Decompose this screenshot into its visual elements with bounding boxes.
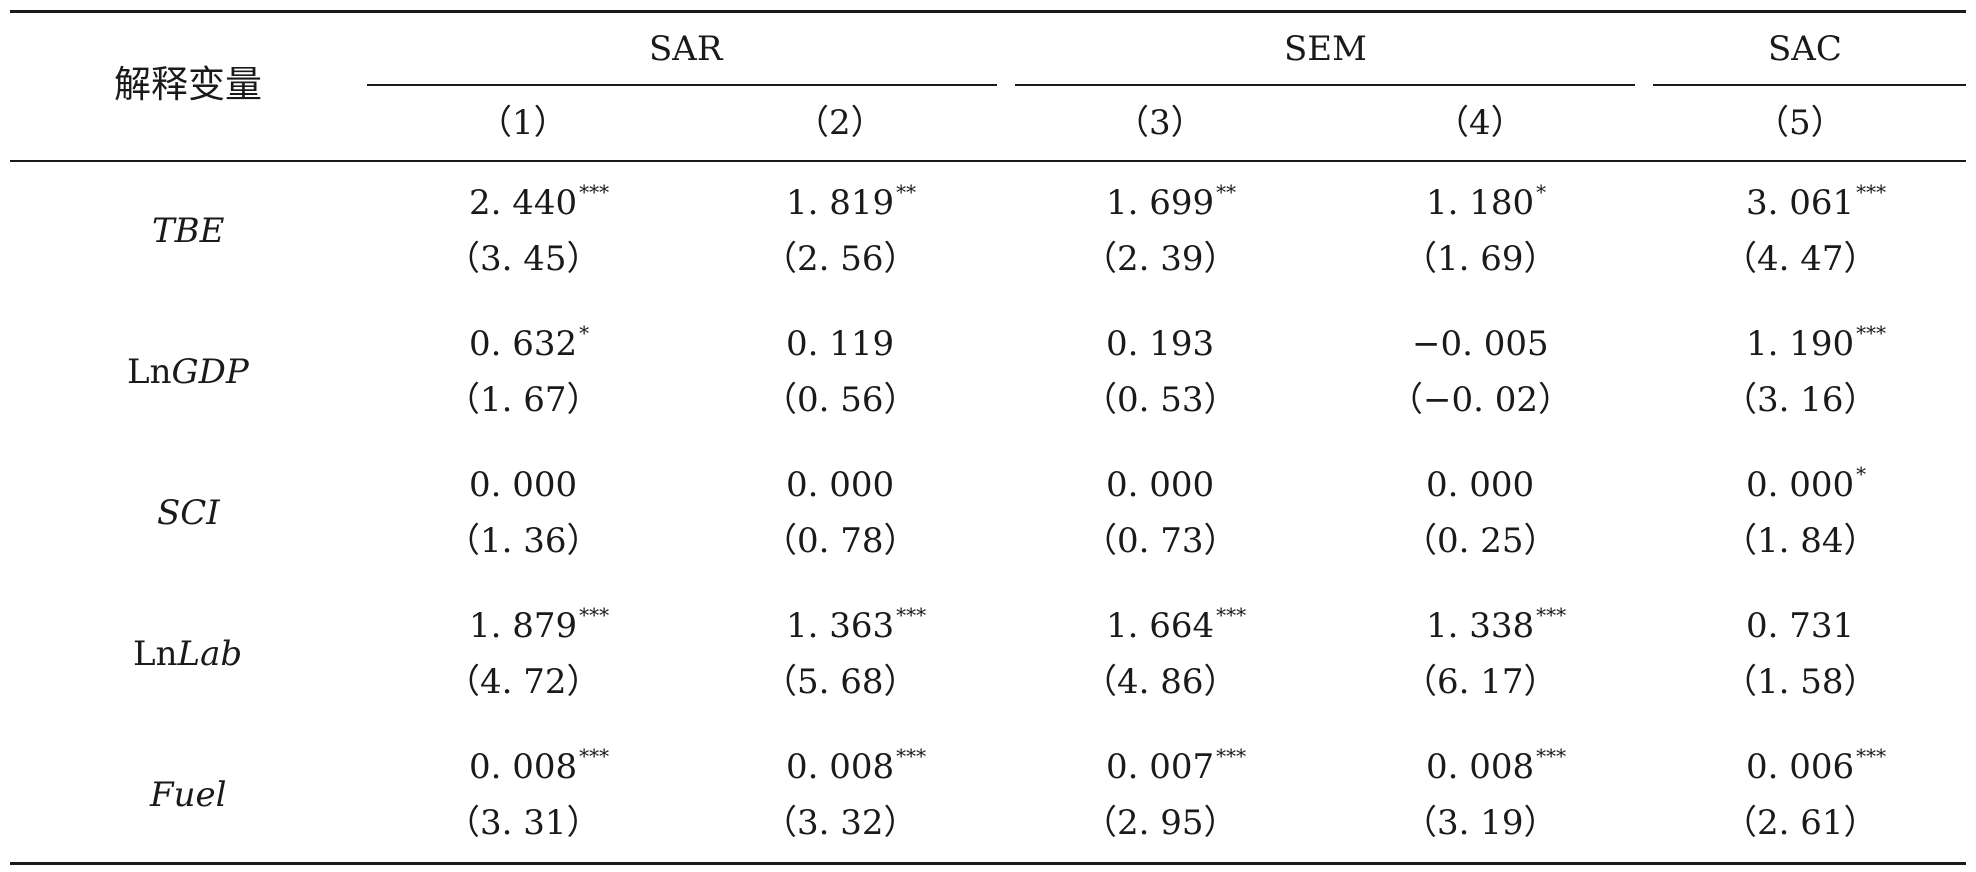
- t-statistic: （0. 25）: [1403, 521, 1558, 561]
- coefficient: 1. 699 **: [1106, 180, 1237, 223]
- column-header: （3）: [1115, 103, 1205, 143]
- coefficient: 0. 008 ***: [469, 744, 610, 787]
- significance-stars: *: [1856, 462, 1867, 486]
- coefficient: 0. 632 *: [469, 321, 590, 364]
- column-header: （5）: [1755, 103, 1845, 143]
- t-statistic: （3. 16）: [1723, 380, 1878, 420]
- coefficient: 1. 819 **: [786, 180, 917, 223]
- significance-stars: ***: [579, 603, 610, 627]
- row-variable: TBE: [152, 211, 225, 251]
- row-variable: LnLab: [133, 634, 243, 674]
- significance-stars: ***: [1856, 744, 1887, 768]
- significance-stars: ***: [1856, 321, 1887, 345]
- column-header: （4）: [1435, 103, 1525, 143]
- t-statistic: （3. 19）: [1403, 803, 1558, 843]
- t-statistic: （4. 86）: [1083, 662, 1238, 702]
- t-statistic: （1. 69）: [1403, 239, 1558, 279]
- t-statistic: （0. 73）: [1083, 521, 1238, 561]
- t-statistic: （0. 78）: [763, 521, 918, 561]
- t-statistic: （0. 56）: [763, 380, 918, 420]
- significance-stars: ***: [579, 744, 610, 768]
- coefficient: 1. 190 ***: [1746, 321, 1887, 364]
- coefficient: 0. 119: [786, 324, 895, 364]
- t-statistic: （3. 31）: [446, 803, 601, 843]
- significance-stars: ***: [1216, 603, 1247, 627]
- coefficient: 0. 000: [1426, 465, 1535, 505]
- group-label-sem: SEM: [1284, 29, 1367, 69]
- t-statistic: （2. 39）: [1083, 239, 1238, 279]
- significance-stars: ***: [896, 603, 927, 627]
- coefficient: 0. 000: [1106, 465, 1215, 505]
- t-statistic: （−0. 02）: [1389, 380, 1572, 420]
- significance-stars: ***: [579, 180, 610, 204]
- t-statistic: （1. 84）: [1723, 521, 1878, 561]
- coefficient: 0. 000: [469, 465, 578, 505]
- stub-header: 解释变量: [114, 63, 262, 106]
- column-header: （1）: [478, 103, 568, 143]
- row-variable: Fuel: [150, 775, 227, 815]
- top-rule: [10, 10, 1966, 13]
- significance-stars: ***: [896, 744, 927, 768]
- column-header: （2）: [795, 103, 885, 143]
- coefficient: 1. 180 *: [1426, 180, 1547, 223]
- row-variable: LnGDP: [127, 352, 249, 392]
- significance-stars: *: [579, 321, 590, 345]
- significance-stars: *: [1536, 180, 1547, 204]
- coefficient: 1. 338 ***: [1426, 603, 1567, 646]
- coefficient: 0. 006 ***: [1746, 744, 1887, 787]
- t-statistic: （2. 56）: [763, 239, 918, 279]
- group-label-sar: SAR: [649, 29, 723, 69]
- group-label-sac: SAC: [1768, 29, 1842, 69]
- coefficient: 0. 193: [1106, 324, 1215, 364]
- t-statistic: （5. 68）: [763, 662, 918, 702]
- t-statistic: （1. 58）: [1723, 662, 1878, 702]
- t-statistic: （4. 47）: [1723, 239, 1878, 279]
- significance-stars: ***: [1216, 744, 1247, 768]
- t-statistic: （6. 17）: [1403, 662, 1558, 702]
- t-statistic: （1. 67）: [446, 380, 601, 420]
- t-statistic: （2. 61）: [1723, 803, 1878, 843]
- coefficient: 0. 007 ***: [1106, 744, 1247, 787]
- coefficient: −0. 005: [1412, 324, 1549, 364]
- coefficient: 1. 879 ***: [469, 603, 610, 646]
- coefficient: 3. 061 ***: [1746, 180, 1887, 223]
- group-rule-sem: [1015, 84, 1635, 86]
- significance-stars: **: [1216, 180, 1237, 204]
- t-statistic: （2. 95）: [1083, 803, 1238, 843]
- group-rule-sar: [367, 84, 997, 86]
- significance-stars: ***: [1536, 603, 1567, 627]
- significance-stars: **: [896, 180, 917, 204]
- bottom-rule: [10, 862, 1966, 865]
- coefficient: 0. 000 *: [1746, 462, 1867, 505]
- coefficient: 0. 000: [786, 465, 895, 505]
- row-variable: SCI: [157, 493, 220, 533]
- coefficient: 1. 664 ***: [1106, 603, 1247, 646]
- t-statistic: （3. 32）: [763, 803, 918, 843]
- coefficient: 0. 008 ***: [1426, 744, 1567, 787]
- t-statistic: （4. 72）: [446, 662, 601, 702]
- t-statistic: （0. 53）: [1083, 380, 1238, 420]
- significance-stars: ***: [1536, 744, 1567, 768]
- coefficient: 1. 363 ***: [786, 603, 927, 646]
- coefficient: 0. 731: [1746, 606, 1855, 646]
- coefficient: 2. 440 ***: [469, 180, 610, 223]
- significance-stars: ***: [1856, 180, 1887, 204]
- header-rule: [10, 160, 1966, 162]
- group-rule-sac: [1653, 84, 1966, 86]
- t-statistic: （1. 36）: [446, 521, 601, 561]
- coefficient: 0. 008 ***: [786, 744, 927, 787]
- t-statistic: （3. 45）: [446, 239, 601, 279]
